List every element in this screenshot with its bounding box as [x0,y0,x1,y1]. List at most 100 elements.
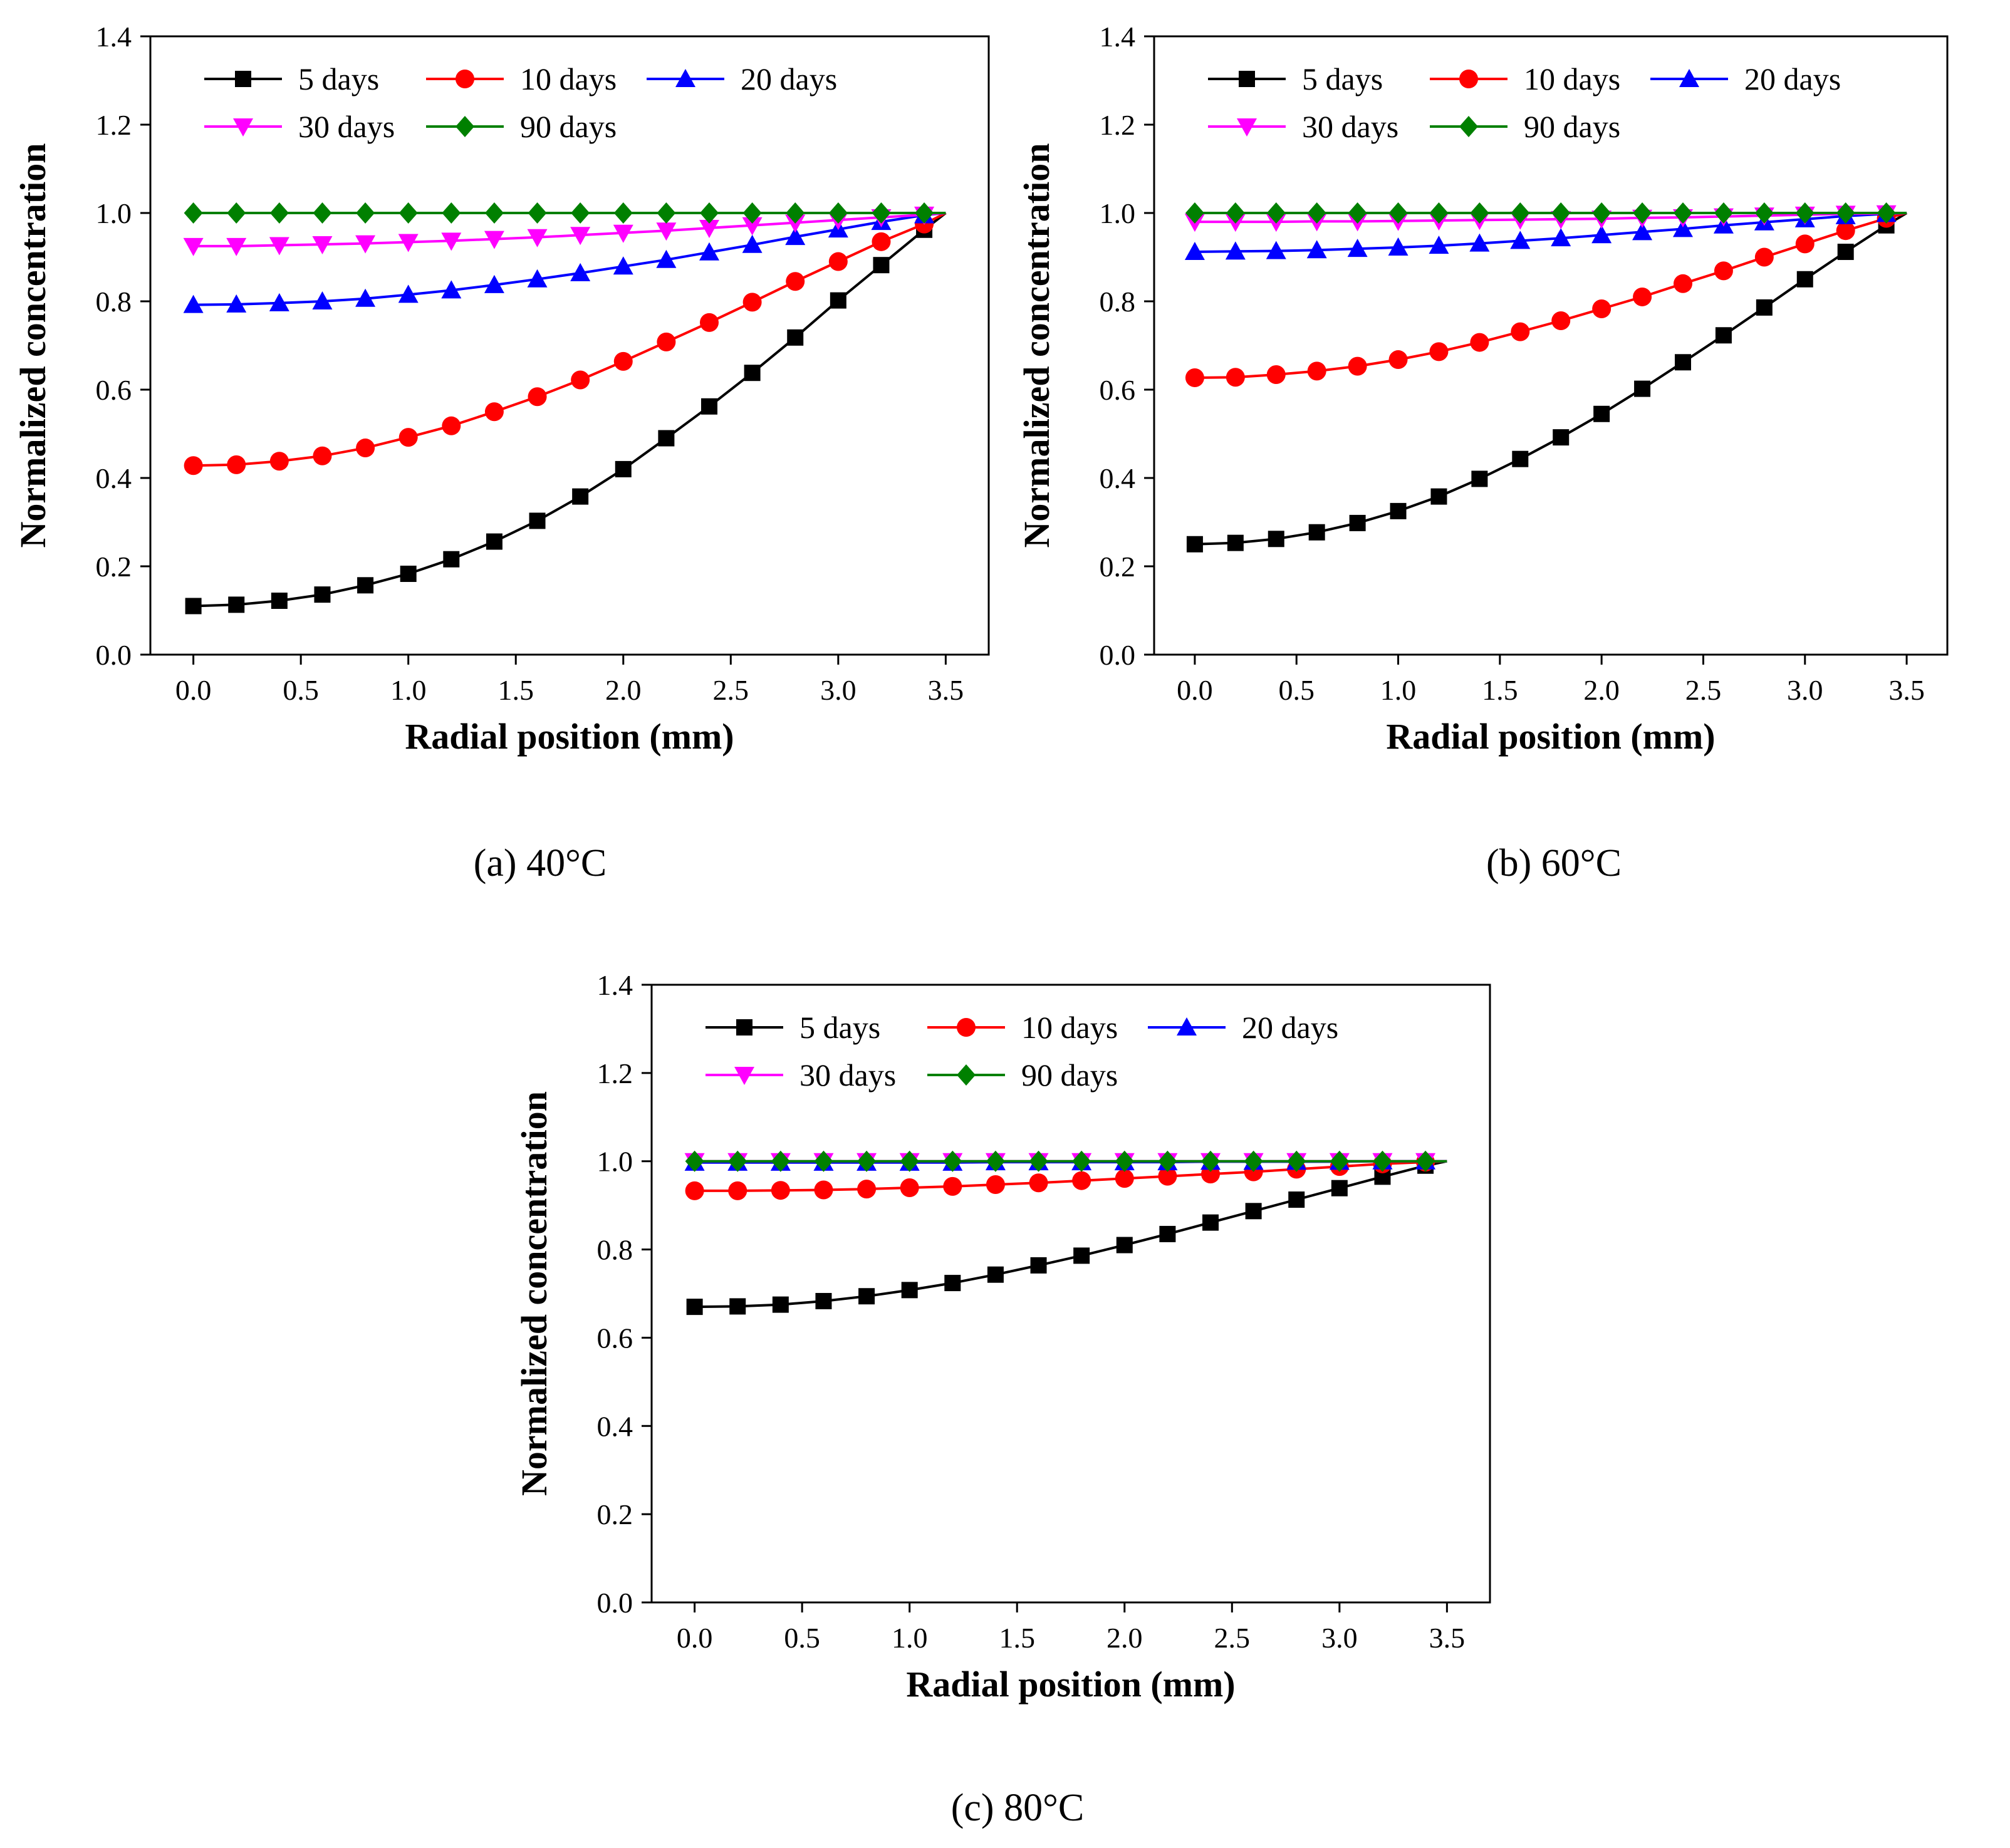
data-point [1674,274,1692,293]
data-point [571,202,590,224]
x-tick-label: 1.5 [999,1622,1035,1654]
data-point [1510,231,1531,249]
y-tick-label: 0.4 [597,1410,633,1442]
data-point [1877,202,1896,224]
data-point [857,1150,877,1172]
data-point [1307,202,1326,224]
data-point [528,387,547,407]
legend-marker [235,71,251,87]
data-point [1512,450,1529,467]
data-point [227,455,246,474]
data-point [658,430,675,447]
data-point [1511,322,1530,341]
data-point [915,202,934,224]
data-point [484,274,504,293]
x-tick-label: 0.0 [1177,674,1213,706]
data-point [314,586,331,603]
data-point [1030,1257,1047,1274]
legend-label: 20 days [1242,1010,1338,1045]
data-point [814,1150,833,1172]
data-point [226,294,247,313]
data-point [686,1299,703,1316]
y-tick-label: 0.2 [597,1498,633,1530]
data-point [786,202,805,224]
data-point [1837,244,1854,261]
y-tick-label: 1.2 [1100,109,1136,141]
data-point [183,237,204,256]
legend-marker [1237,118,1257,137]
data-point [771,1181,790,1200]
data-point [1307,361,1326,381]
data-point [944,1275,961,1292]
data-point [1288,1191,1305,1208]
y-axis-title: Normalized concentration [1016,143,1057,548]
legend-label: 5 days [298,61,379,96]
data-point [1227,534,1244,551]
legend-marker [675,69,695,87]
data-point [858,1288,875,1305]
data-point [571,370,590,390]
data-point [484,202,504,224]
data-point [572,488,589,505]
data-point [699,242,719,261]
chart-c-80C: 0.0 0.5 1.0 1.5 2.0 2.5 3.0 3.5 0.0 0.2 0.4 0.6 0.8 1… [514,969,1491,1705]
data-point [742,202,762,224]
data-point [1592,202,1612,224]
x-tick-label: 2.0 [605,674,642,706]
data-point [1073,1247,1090,1264]
data-point [484,231,504,249]
data-point [987,1266,1004,1283]
data-point [1429,202,1449,224]
y-tick-label: 1.4 [1100,21,1136,53]
x-tick-label: 2.0 [1583,674,1620,706]
plot-frame [149,35,990,656]
data-point [1202,1214,1219,1231]
y-tick-label: 1.2 [96,109,132,141]
x-tick-label: 3.0 [820,674,857,706]
legend-label: 30 days [799,1057,896,1093]
data-point [1330,1150,1349,1172]
x-tick-label: 0.5 [784,1622,820,1654]
x-tick-label: 0.0 [677,1622,713,1654]
data-point [226,237,247,256]
data-point [787,329,804,346]
data-point [1593,405,1610,422]
data-point [729,1298,746,1315]
data-point [828,252,848,271]
data-point [1633,202,1652,224]
y-tick-label: 1.4 [96,21,132,53]
data-point [313,202,332,224]
data-point [613,351,633,371]
data-point [1633,287,1652,306]
x-tick-label: 3.5 [1888,674,1925,706]
data-point [1796,271,1813,288]
legend-marker [456,116,474,137]
data-point [657,332,676,351]
data-point [1072,1171,1091,1190]
data-point [1185,202,1204,224]
y-tick-label: 0.6 [597,1322,633,1354]
data-point [613,202,633,224]
data-point [1266,365,1286,385]
y-tick-label: 0.8 [1100,286,1136,318]
data-point [857,1180,877,1199]
x-tick-label: 0.5 [1278,674,1315,706]
legend-marker [957,1018,976,1037]
data-point [1470,333,1489,352]
data-point [269,237,289,256]
data-point [271,592,288,609]
data-point [1244,1150,1263,1172]
data-point [1029,1173,1048,1193]
x-tick-label: 0.0 [175,674,212,706]
data-point [785,214,806,233]
data-point [1226,368,1245,387]
data-point [828,202,848,224]
data-point [1632,222,1653,241]
data-point [1116,1237,1133,1254]
data-point [815,1292,832,1309]
data-point [699,219,719,238]
data-point [398,234,419,252]
data-point [1388,202,1408,224]
legend-label: 20 days [1744,61,1841,96]
data-point [872,232,891,251]
